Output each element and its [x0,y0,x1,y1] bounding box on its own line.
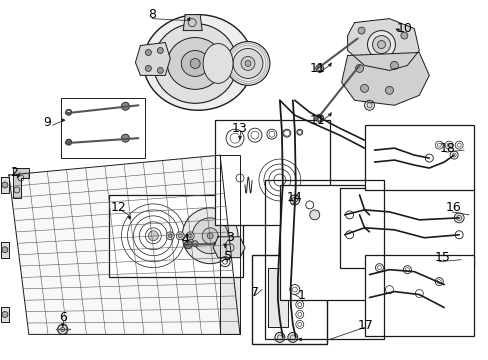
Circle shape [176,232,184,240]
Text: 10: 10 [396,22,411,35]
Circle shape [355,64,363,72]
Text: 18: 18 [438,141,454,155]
Circle shape [241,57,254,71]
Circle shape [145,66,151,71]
Circle shape [274,332,285,342]
Circle shape [2,311,8,318]
Circle shape [357,27,364,34]
Circle shape [317,67,321,71]
Text: 15: 15 [433,251,449,264]
Polygon shape [347,19,419,71]
Circle shape [244,60,250,67]
Polygon shape [341,53,428,105]
Circle shape [389,62,398,69]
Polygon shape [1,242,9,258]
Circle shape [225,41,269,85]
Text: 12: 12 [110,201,126,215]
Bar [215,120,329,225]
Circle shape [395,57,402,64]
Circle shape [58,324,67,334]
Text: 2: 2 [10,166,18,179]
Circle shape [372,36,389,54]
Circle shape [186,232,194,240]
Circle shape [67,111,70,114]
Text: 9: 9 [43,116,51,129]
Circle shape [148,231,158,241]
Circle shape [121,102,129,110]
Text: 8: 8 [148,8,156,21]
Bar [267,268,287,328]
Bar [251,255,326,345]
Circle shape [2,247,8,253]
Circle shape [360,84,368,92]
Circle shape [157,48,163,54]
Polygon shape [1,306,9,323]
Circle shape [315,114,323,122]
Ellipse shape [153,24,237,103]
Circle shape [309,210,319,220]
Circle shape [190,58,200,68]
Circle shape [317,116,321,120]
Ellipse shape [167,37,223,89]
Bar [364,255,473,336]
Circle shape [315,64,323,72]
Text: 11: 11 [309,114,325,127]
Polygon shape [220,155,240,334]
Polygon shape [213,237,244,258]
Text: 13: 13 [232,122,247,135]
Text: 6: 6 [59,311,66,324]
Ellipse shape [203,44,233,84]
Circle shape [65,139,72,145]
Circle shape [188,234,192,238]
Text: 11: 11 [309,62,325,75]
Text: 7: 7 [250,286,259,299]
Circle shape [192,218,227,254]
Circle shape [157,67,163,73]
Text: 1: 1 [297,289,305,302]
Bar [61,98,145,158]
Text: 5: 5 [224,250,232,263]
Circle shape [367,31,395,58]
Polygon shape [183,15,202,31]
Polygon shape [13,168,29,198]
Bar [264,180,384,339]
Circle shape [65,109,72,115]
Circle shape [364,100,374,110]
Circle shape [2,182,8,188]
Circle shape [166,232,174,240]
Bar [364,125,473,190]
Text: 16: 16 [445,201,460,215]
Bar [108,195,243,276]
Circle shape [289,195,299,205]
Circle shape [385,86,393,94]
Ellipse shape [181,50,209,76]
Bar [339,188,473,268]
Circle shape [287,332,297,342]
Text: 17: 17 [357,319,373,332]
Circle shape [182,208,238,264]
Circle shape [145,50,151,55]
Circle shape [168,234,172,238]
Polygon shape [9,155,240,334]
Circle shape [202,228,218,244]
Ellipse shape [143,15,252,110]
Circle shape [192,241,198,247]
Circle shape [453,213,463,223]
Circle shape [377,41,385,49]
Bar [279,185,369,300]
Circle shape [207,233,213,239]
Circle shape [178,234,182,238]
Text: 4: 4 [181,233,189,246]
Polygon shape [1,177,9,193]
Circle shape [357,55,364,62]
Text: 14: 14 [286,192,302,204]
Polygon shape [135,42,170,75]
Circle shape [400,32,407,39]
Circle shape [233,49,263,78]
Text: 3: 3 [225,231,234,244]
Circle shape [184,241,192,249]
Circle shape [121,134,129,142]
